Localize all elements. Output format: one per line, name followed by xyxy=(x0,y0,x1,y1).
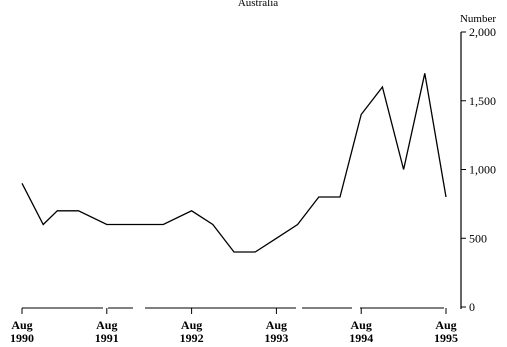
x-tick-label-month: Aug xyxy=(96,318,117,332)
x-tick-label-year: 1993 xyxy=(264,331,288,345)
y-tick-label: 0 xyxy=(469,300,475,314)
y-tick-label: 500 xyxy=(469,231,487,245)
y-axis-title: Number xyxy=(460,13,496,25)
x-tick-label-year: 1992 xyxy=(180,331,204,345)
x-tick-label-year: 1990 xyxy=(10,331,34,345)
y-tick-label: 1,000 xyxy=(469,163,496,177)
x-tick-label-month: Aug xyxy=(351,318,372,332)
y-tick-label: 1,500 xyxy=(469,94,496,108)
x-tick-label-month: Aug xyxy=(435,318,456,332)
x-tick-label-month: Aug xyxy=(11,318,32,332)
y-ticks-group: 0 500 1,000 1,500 2,000 xyxy=(461,25,496,314)
x-ticks-group: Aug1990Aug1991Aug1992Aug1993Aug1994Aug19… xyxy=(10,308,458,345)
x-tick-label-year: 1995 xyxy=(434,331,458,345)
y-tick-label: 2,000 xyxy=(469,25,496,39)
x-tick-label-month: Aug xyxy=(266,318,287,332)
series-line xyxy=(21,73,447,253)
x-tick-label-month: Aug xyxy=(181,318,202,332)
chart-top-text: Australia xyxy=(238,0,278,9)
x-tick-label-year: 1994 xyxy=(349,331,373,345)
x-tick-label-year: 1991 xyxy=(95,331,119,345)
